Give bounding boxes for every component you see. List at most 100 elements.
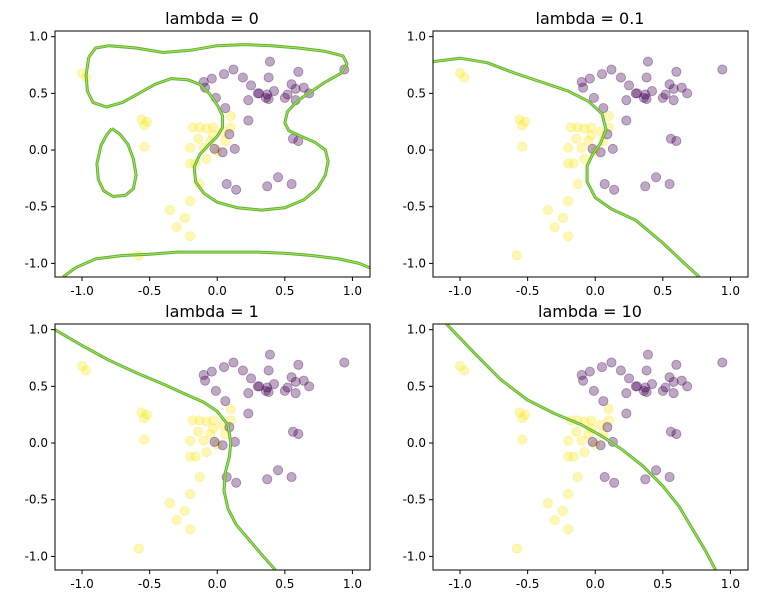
class0-point [665, 133, 676, 144]
class1-point [194, 122, 205, 133]
class1-point [455, 67, 466, 78]
class0-point [224, 129, 235, 140]
subplot-title: lambda = 0 [165, 9, 259, 28]
class1-point [519, 116, 530, 127]
class1-point [514, 407, 525, 418]
class0-point [286, 79, 297, 90]
class0-point [578, 82, 589, 93]
class0-point [578, 375, 589, 386]
class0-point [671, 66, 682, 77]
class0-point [263, 387, 274, 398]
class0-point [640, 181, 651, 192]
class1-point [193, 133, 204, 144]
class1-point [185, 524, 196, 535]
class0-point [664, 472, 675, 483]
class0-point [282, 89, 293, 100]
class0-point [263, 365, 274, 376]
class1-point [517, 413, 528, 424]
class0-point [660, 382, 671, 393]
class0-point [206, 73, 217, 84]
class1-point [171, 515, 182, 526]
class0-point [607, 143, 618, 154]
class0-point [269, 379, 280, 390]
class1-point [139, 141, 150, 152]
class0-point [298, 375, 309, 386]
class1-point [603, 111, 614, 122]
y-tick-label: 0.5 [29, 86, 48, 100]
x-tick-label: -0.5 [516, 577, 539, 591]
class0-point [260, 385, 271, 396]
class0-point [246, 80, 257, 91]
class0-point [262, 474, 273, 485]
class1-point [549, 222, 560, 233]
class0-point [252, 88, 263, 99]
class0-point [642, 56, 653, 67]
class0-point [584, 73, 595, 84]
class0-point [279, 385, 290, 396]
class0-point [621, 408, 632, 419]
class0-point [647, 379, 658, 390]
class1-point [201, 154, 212, 165]
axes-frame [54, 323, 371, 571]
class1-point [185, 489, 196, 500]
y-tick-label: -0.5 [25, 493, 48, 507]
class0-point [273, 172, 284, 183]
class1-point [563, 142, 574, 153]
class0-point [615, 365, 626, 376]
class0-point [231, 184, 242, 195]
class0-point [641, 365, 652, 376]
class0-point [668, 388, 679, 399]
class1-point [164, 498, 175, 509]
y-tick-label: 0.0 [29, 436, 48, 450]
class0-point [293, 359, 304, 370]
class1-point [81, 365, 92, 376]
class0-point [599, 472, 610, 483]
x-tick-label: 0.5 [653, 577, 672, 591]
class0-point [293, 428, 304, 439]
plot-area [55, 328, 350, 570]
class1-point [205, 428, 216, 439]
class1-point [542, 205, 553, 216]
class1-point [220, 135, 231, 146]
class1-point [185, 196, 196, 207]
class1-point [517, 120, 528, 131]
class0-point [221, 179, 232, 190]
class1-point [586, 122, 597, 133]
decision-boundary [62, 250, 370, 277]
class1-point [571, 133, 582, 144]
subplot-lambda-1: lambda = 1 -1.0 -0.5 0.0 0.5 1.0 -1.0 -0.5 0.0 0… [25, 302, 371, 591]
class1-point [208, 423, 219, 434]
class0-point [237, 365, 248, 376]
class0-point [615, 72, 626, 83]
class1-point [563, 489, 574, 500]
class0-point [286, 372, 297, 383]
subplot-title: lambda = 1 [165, 302, 259, 321]
y-tick-label: 0.0 [29, 143, 48, 157]
class1-point [519, 409, 530, 420]
class0-point [595, 440, 606, 451]
subplot-title: lambda = 10 [538, 302, 642, 321]
class0-point [304, 381, 315, 392]
class0-point [209, 436, 220, 447]
class1-point [225, 404, 236, 415]
y-tick-label: 0.5 [29, 379, 48, 393]
class0-point [243, 115, 254, 126]
class0-point [200, 375, 211, 386]
class0-point [576, 77, 587, 88]
class0-point [682, 88, 693, 99]
class0-point [671, 135, 682, 146]
class0-point [595, 147, 606, 158]
class1-point [187, 122, 198, 133]
class1-point [514, 114, 525, 125]
class0-point [254, 381, 265, 392]
class0-point [273, 465, 284, 476]
class1-point [586, 130, 597, 141]
class1-point [586, 415, 597, 426]
class0-point [671, 359, 682, 370]
y-tick-label: -1.0 [403, 549, 426, 563]
class0-point [263, 94, 274, 105]
x-tick-label: -0.5 [138, 284, 161, 298]
class1-point [179, 213, 190, 224]
class0-point [217, 147, 228, 158]
class0-point [668, 376, 679, 387]
